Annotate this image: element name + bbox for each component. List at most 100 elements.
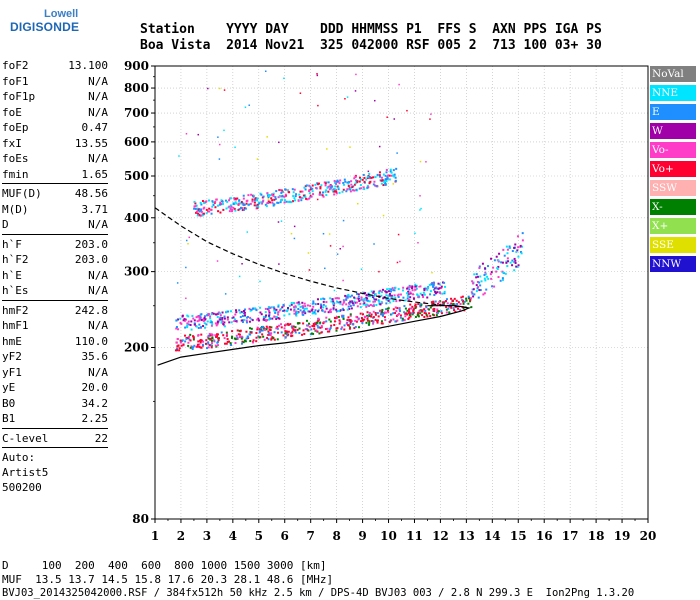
- echo-point: [333, 188, 336, 191]
- echo-point: [194, 202, 197, 205]
- echo-point: [473, 293, 476, 296]
- echo-point: [484, 279, 487, 282]
- echo-point: [234, 338, 237, 341]
- echo-point: [368, 311, 371, 314]
- echo-point: [496, 268, 499, 271]
- echo-point: [234, 320, 237, 323]
- echo-point: [476, 280, 479, 283]
- echo-point: [280, 326, 283, 329]
- echo-point: [388, 321, 391, 324]
- noise-point: [425, 161, 427, 163]
- echo-point: [195, 316, 198, 319]
- echo-point: [207, 342, 210, 345]
- echo-point: [330, 324, 333, 327]
- param-row-hf2: h`F2 203.0: [2, 252, 108, 268]
- noise-point: [386, 116, 388, 118]
- echo-point: [283, 195, 286, 198]
- echo-point: [520, 252, 523, 255]
- echo-point: [399, 314, 402, 317]
- echo-point: [515, 265, 518, 268]
- echo-point: [432, 281, 435, 284]
- echo-point: [203, 202, 206, 205]
- echo-point: [508, 246, 511, 249]
- echo-point: [353, 183, 356, 186]
- echo-point: [239, 311, 242, 314]
- legend: NoVal NNE E W Vo- Vo+ SSW X- X+ SSE NNW: [650, 66, 696, 275]
- echo-point: [339, 320, 342, 323]
- echo-point: [326, 330, 329, 333]
- echo-point: [223, 325, 226, 328]
- echo-point: [398, 310, 401, 313]
- param-value: N/A: [88, 74, 108, 88]
- echo-point: [208, 332, 211, 335]
- echo-point: [372, 183, 375, 186]
- echo-point: [309, 186, 312, 189]
- noise-point: [419, 195, 421, 197]
- y-tick-label: 80: [132, 512, 149, 526]
- echo-point: [233, 207, 236, 210]
- echo-point: [324, 184, 327, 187]
- echo-point: [506, 257, 509, 260]
- echo-point: [195, 211, 198, 214]
- echo-point: [380, 291, 383, 294]
- echo-point: [339, 300, 342, 303]
- echo-point: [280, 191, 283, 194]
- echo-point: [296, 322, 299, 325]
- echo-point: [372, 320, 375, 323]
- echo-point: [247, 194, 250, 197]
- echo-point: [380, 320, 383, 323]
- param-label: h`E: [2, 268, 22, 282]
- echo-point: [220, 319, 223, 322]
- echo-point: [239, 315, 242, 318]
- noise-point: [241, 263, 243, 265]
- echo-point: [350, 320, 353, 323]
- echo-point: [390, 294, 393, 297]
- echo-point: [407, 286, 410, 289]
- echo-point: [294, 199, 297, 202]
- y-tick-label: 200: [124, 341, 149, 355]
- param-separator: [2, 183, 108, 184]
- param-value: N/A: [88, 268, 108, 282]
- echo-point: [394, 312, 397, 315]
- echo-point: [392, 300, 395, 303]
- echo-point: [385, 294, 388, 297]
- echo-point: [179, 322, 182, 325]
- echo-point: [346, 319, 349, 322]
- param-value: N/A: [88, 105, 108, 119]
- echo-point: [341, 303, 344, 306]
- echo-point: [273, 309, 276, 312]
- echo-point: [516, 249, 519, 252]
- param-row-hes: h`Es N/A: [2, 283, 108, 299]
- param-row-d: D N/A: [2, 217, 108, 233]
- echo-point: [354, 175, 357, 178]
- echo-point: [355, 301, 358, 304]
- echo-point: [250, 318, 253, 321]
- echo-point: [195, 325, 198, 328]
- echo-point: [196, 214, 199, 217]
- echo-point: [478, 267, 481, 270]
- echo-point: [349, 305, 352, 308]
- noise-point: [217, 136, 219, 138]
- echo-point: [435, 314, 438, 317]
- echo-point: [360, 187, 363, 190]
- echo-point: [241, 340, 244, 343]
- echo-point: [196, 207, 199, 210]
- echo-point: [342, 309, 345, 312]
- echo-point: [269, 334, 272, 337]
- echo-point: [319, 326, 322, 329]
- echo-point: [350, 294, 353, 297]
- echo-point: [217, 337, 220, 340]
- echo-point: [189, 346, 192, 349]
- echo-point: [423, 293, 426, 296]
- echo-point: [342, 299, 345, 302]
- echo-point: [429, 293, 432, 296]
- echo-point: [309, 333, 312, 336]
- echo-point: [335, 182, 338, 185]
- echo-point: [304, 305, 307, 308]
- param-value: 35.6: [81, 350, 109, 363]
- echo-point: [254, 197, 257, 200]
- echo-point: [255, 309, 258, 312]
- echo-point: [215, 313, 218, 316]
- echo-point: [211, 342, 214, 345]
- echo-point: [433, 307, 436, 310]
